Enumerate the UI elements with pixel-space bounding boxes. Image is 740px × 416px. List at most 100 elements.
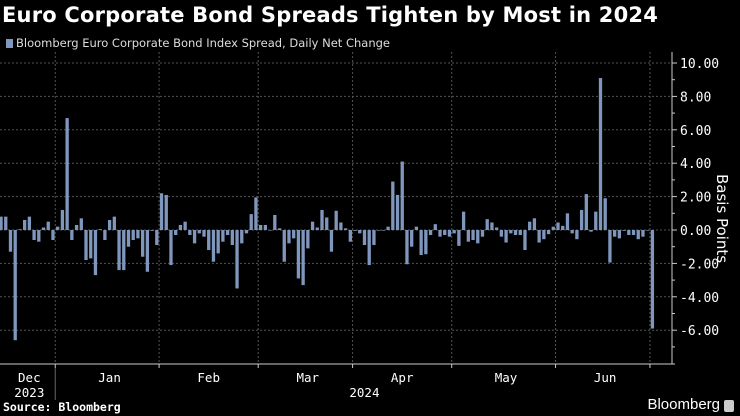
bar [565, 213, 570, 230]
bar [60, 209, 65, 230]
bar [372, 230, 376, 246]
bar [178, 224, 183, 230]
bar [551, 226, 555, 230]
bar [249, 214, 253, 230]
bloomberg-logo: Bloomberg [647, 396, 720, 413]
bar [263, 224, 268, 230]
bloomberg-logo-icon [724, 400, 734, 412]
bar [598, 78, 603, 230]
bar [131, 230, 135, 241]
legend-swatch [6, 38, 13, 48]
bar [155, 230, 159, 246]
bar [636, 230, 640, 240]
bar [84, 230, 88, 261]
y-tick-label: -6.00 [680, 324, 719, 339]
bar [292, 230, 296, 239]
bar [273, 214, 277, 230]
bar [301, 230, 305, 286]
bar [112, 216, 116, 230]
bar [117, 230, 121, 271]
bar [443, 230, 447, 236]
bar [367, 230, 371, 266]
y-tick-label: 4.00 [680, 157, 711, 172]
bar [414, 226, 419, 230]
bar [495, 227, 499, 230]
bar [532, 218, 537, 230]
bar [207, 230, 211, 251]
bar [395, 194, 400, 230]
bar [37, 230, 41, 242]
x-year-label: 2023 [14, 385, 44, 400]
legend-label: Bloomberg Euro Corporate Bond Index Spre… [16, 36, 390, 50]
bar [23, 219, 27, 230]
bar [339, 222, 343, 230]
bar [51, 230, 55, 241]
bar [594, 211, 598, 230]
bar [164, 194, 168, 230]
bar [646, 230, 650, 231]
bar [268, 230, 272, 231]
bar [518, 230, 522, 236]
bar [98, 229, 102, 230]
bar [221, 230, 225, 242]
bar [490, 222, 494, 230]
bar [145, 230, 150, 272]
bar [433, 224, 437, 230]
bar [509, 230, 513, 234]
bar [584, 194, 588, 230]
bar [650, 230, 655, 329]
bar [428, 230, 433, 236]
bar [556, 222, 560, 230]
bar [362, 230, 367, 246]
bar [13, 230, 17, 341]
bar [561, 225, 565, 230]
y-axis-label: Basis Points [713, 174, 731, 264]
bar [192, 230, 197, 244]
bar [438, 230, 442, 237]
bar [41, 227, 46, 230]
bar [188, 230, 192, 236]
bar [589, 230, 593, 232]
bar [211, 230, 216, 262]
y-tick-label: 10.00 [680, 57, 719, 72]
bar [457, 230, 461, 246]
bar [325, 217, 329, 230]
bar [93, 230, 98, 276]
bar [603, 198, 607, 230]
bar [386, 226, 390, 230]
bar [405, 230, 409, 265]
y-tick-label: 8.00 [680, 90, 711, 105]
bar [631, 230, 636, 236]
bar [79, 218, 83, 230]
x-tick-label: Apr [391, 370, 414, 385]
bar [4, 216, 8, 230]
bar [315, 227, 319, 230]
bar [230, 230, 234, 246]
bar [608, 230, 612, 263]
bar [107, 219, 112, 230]
bar [546, 230, 551, 235]
bar [225, 230, 230, 236]
bar [617, 230, 622, 239]
bar [259, 224, 263, 230]
bar [348, 230, 352, 242]
bar [424, 230, 428, 255]
bar [579, 209, 584, 230]
bar [358, 230, 362, 234]
bar [353, 230, 357, 231]
bar [528, 221, 532, 230]
x-tick-label: May [495, 370, 518, 385]
y-tick-label: 6.00 [680, 124, 711, 139]
bar [103, 230, 107, 241]
y-tick-label: -4.00 [680, 291, 719, 306]
y-tick-label: 2.00 [680, 191, 711, 206]
bar [74, 224, 79, 230]
bar [8, 230, 13, 252]
bar [32, 230, 36, 241]
bar [570, 230, 574, 234]
bar [202, 230, 206, 237]
bar [0, 216, 3, 230]
x-tick-label: Jan [98, 370, 121, 385]
bar [377, 230, 381, 231]
